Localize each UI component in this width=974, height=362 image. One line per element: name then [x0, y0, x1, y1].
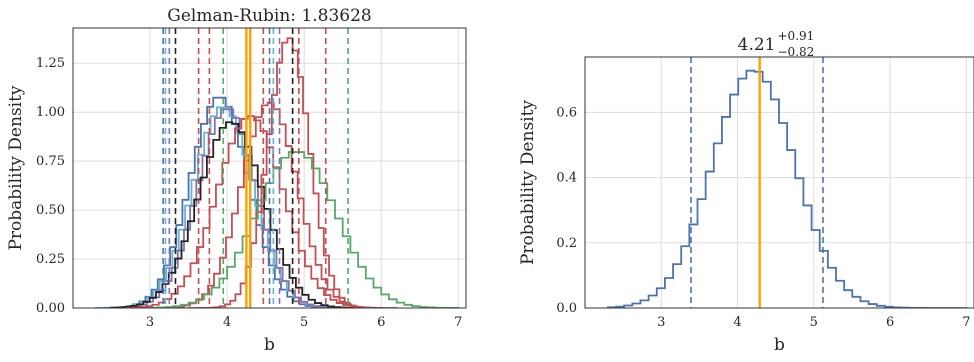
y-tick-label: 1.00 — [36, 105, 65, 120]
chart-title-upper-error: +0.91 — [778, 29, 815, 43]
x-axis-label: b — [774, 335, 785, 355]
chart-title: Gelman-Rubin: 1.83628 — [167, 6, 371, 26]
histogram-series-4 — [126, 115, 383, 308]
y-tick-label: 0.0 — [556, 301, 577, 316]
x-tick-label: 4 — [733, 315, 741, 330]
left-chart-panel: 3 4 5 6 7 0.00 0.25 0.50 0.75 1.00 1.25 b Probabilit… — [6, 6, 467, 355]
y-tick-label: 0.25 — [36, 252, 65, 267]
x-tick-label: 6 — [886, 315, 894, 330]
x-tick-label: 3 — [146, 315, 154, 330]
x-tick-label: 6 — [377, 315, 385, 330]
x-tick-label: 5 — [300, 315, 308, 330]
x-tick-label: 4 — [223, 315, 231, 330]
y-tick-label: 0.6 — [556, 105, 577, 120]
x-tick-label: 7 — [962, 315, 970, 330]
y-tick-label: 1.25 — [36, 56, 65, 71]
y-tick-label: 0.75 — [36, 154, 65, 169]
x-tick-label: 3 — [657, 315, 665, 330]
x-tick-label: 5 — [810, 315, 818, 330]
x-axis-label: b — [264, 335, 275, 355]
axes-frame — [584, 56, 974, 309]
x-tick-label: 7 — [454, 315, 462, 330]
y-axis-label: Probability Density — [518, 100, 538, 265]
y-tick-label: 0.00 — [36, 301, 65, 316]
chart-title-lower-error: −0.82 — [778, 45, 815, 59]
right-chart-panel: 3 4 5 6 7 0.0 0.2 0.4 0.6 b Probability Density 4.2… — [518, 29, 974, 355]
y-tick-label: 0.2 — [556, 236, 577, 251]
axes-frame — [72, 27, 467, 309]
plot-area — [95, 28, 460, 308]
y-axis-label: Probability Density — [6, 85, 26, 250]
y-tick-label: 0.4 — [556, 171, 577, 186]
chart-title-value: 4.21 — [738, 35, 776, 55]
y-tick-label: 0.50 — [36, 203, 65, 218]
